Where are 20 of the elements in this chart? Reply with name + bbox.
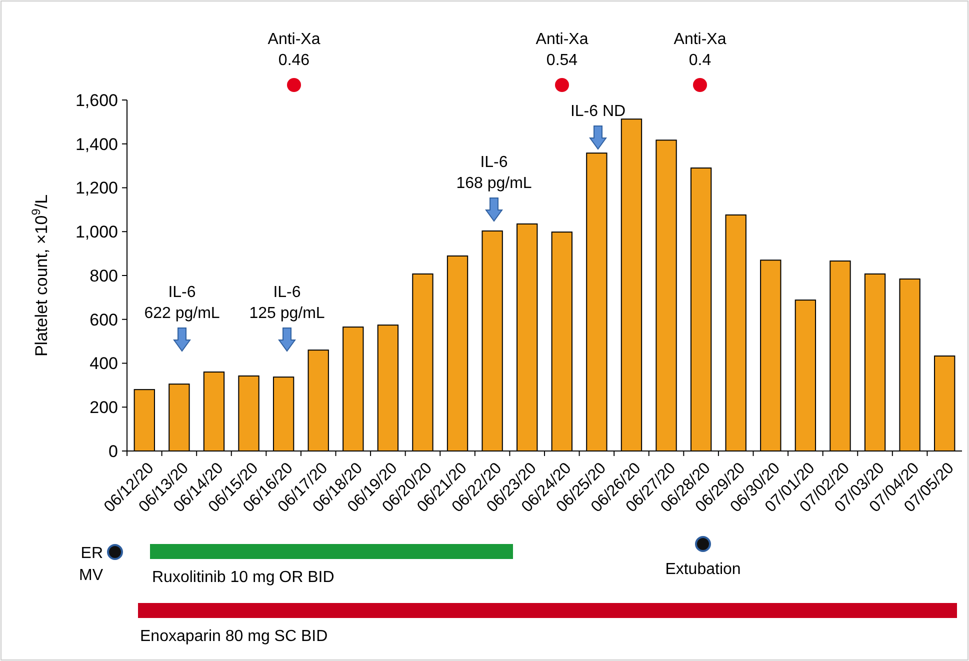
y-tick-label: 600 bbox=[90, 310, 118, 330]
y-tick-label: 1,200 bbox=[75, 178, 118, 198]
y-tick-label: 800 bbox=[90, 266, 118, 286]
annotation: IL-6 125 pg/mL bbox=[249, 284, 325, 322]
text: Extubation bbox=[665, 561, 741, 578]
text: Anti-Xa 0.4 bbox=[674, 31, 726, 69]
y-tick-label: 1,600 bbox=[75, 90, 118, 110]
text: Ruxolitinib 10 mg OR BID bbox=[152, 569, 334, 586]
annotation: IL-6 168 pg/mL bbox=[456, 154, 532, 192]
text: ER MV bbox=[79, 545, 104, 584]
y-tick-label: 1,000 bbox=[75, 222, 118, 242]
y-tick-label: 0 bbox=[108, 442, 118, 461]
y-tick-label: 400 bbox=[90, 354, 118, 374]
text: Anti-Xa 0.54 bbox=[536, 31, 588, 69]
annotation: IL-6 622 pg/mL bbox=[144, 284, 220, 322]
text: Enoxaparin 80 mg SC BID bbox=[140, 628, 328, 645]
y-tick-label: 1,400 bbox=[75, 134, 118, 154]
y-tick-label: 200 bbox=[90, 398, 118, 418]
annotation: IL-6 ND bbox=[570, 103, 626, 120]
text: Anti-Xa 0.46 bbox=[268, 31, 320, 69]
